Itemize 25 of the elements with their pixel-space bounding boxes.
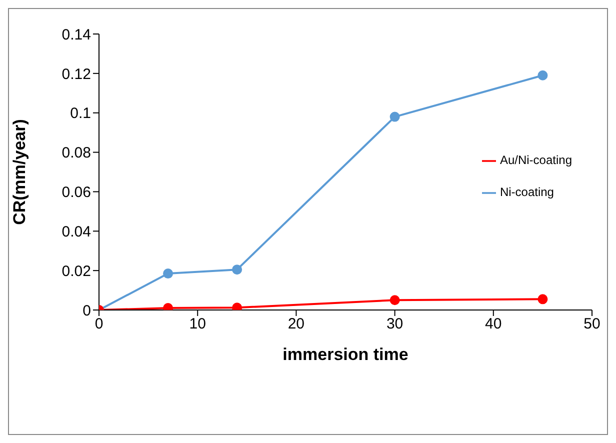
x-axis-title: immersion time: [282, 345, 408, 364]
point: [390, 112, 400, 122]
y-tick-label: 0.12: [62, 66, 91, 83]
point: [232, 264, 242, 275]
x-tick-label: 50: [584, 316, 600, 333]
legend-label: Ni-coating: [500, 185, 554, 199]
legend-label: Au/Ni-coating: [500, 153, 572, 167]
y-tick-label: 0.02: [62, 262, 91, 280]
x-tick-label: 40: [485, 316, 502, 333]
y-tick-label: 0.14: [62, 26, 91, 44]
y-tick-label: 0.1: [70, 105, 91, 122]
point: [163, 268, 174, 279]
y-tick-label: 0.04: [62, 223, 91, 240]
point: [538, 70, 548, 80]
point: [390, 295, 400, 306]
y-axis-title: CR(mm/year): [10, 119, 30, 225]
y-tick-label: 0.06: [62, 184, 91, 202]
x-tick-label: 0: [94, 316, 104, 333]
y-tick-label: 0: [82, 302, 91, 320]
x-tick-label: 20: [288, 316, 305, 333]
y-tick-label: 0.08: [62, 144, 91, 162]
x-tick-label: 10: [189, 316, 206, 333]
x-tick-label: 30: [386, 316, 404, 333]
point: [232, 302, 242, 310]
point: [538, 294, 548, 304]
